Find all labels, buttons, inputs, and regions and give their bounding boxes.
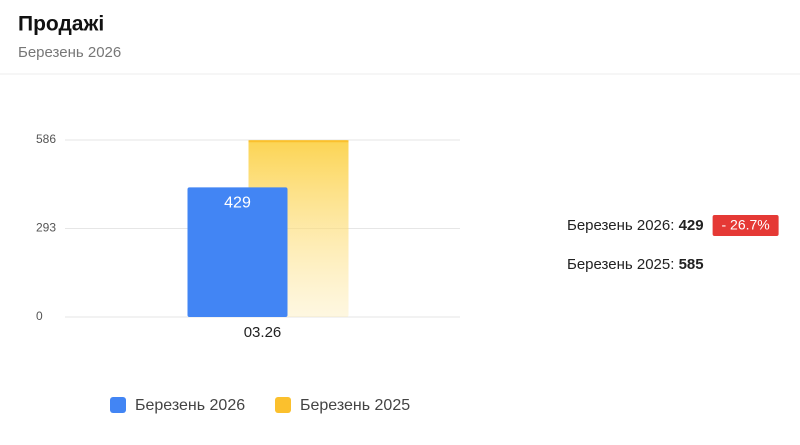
summary-row: Березень 2026: 429 <box>567 217 704 234</box>
title: Продажі <box>18 13 104 36</box>
data-label: 429 <box>224 195 251 212</box>
y-tick-label: 586 <box>36 132 56 146</box>
legend-swatch <box>110 397 126 413</box>
badge-text: - 26.7% <box>721 217 769 233</box>
summary-label: Березень 2026: <box>567 217 674 234</box>
summary-row: Березень 2025: 585 <box>567 256 704 273</box>
change-badge: - 26.7% <box>712 215 779 236</box>
summary-value: 585 <box>679 256 704 273</box>
bar <box>187 187 288 317</box>
y-tick-label: 0 <box>36 309 43 323</box>
legend-label: Березень 2026 <box>135 397 245 414</box>
subtitle: Березень 2026 <box>18 44 121 61</box>
summary-value: 429 <box>679 217 704 234</box>
badge-bg <box>712 215 779 236</box>
summary-label: Березень 2025: <box>567 256 674 273</box>
legend-swatch <box>275 397 291 413</box>
legend-label: Березень 2025 <box>300 397 410 414</box>
x-tick-label: 03.26 <box>244 324 282 341</box>
y-tick-label: 293 <box>36 221 56 235</box>
